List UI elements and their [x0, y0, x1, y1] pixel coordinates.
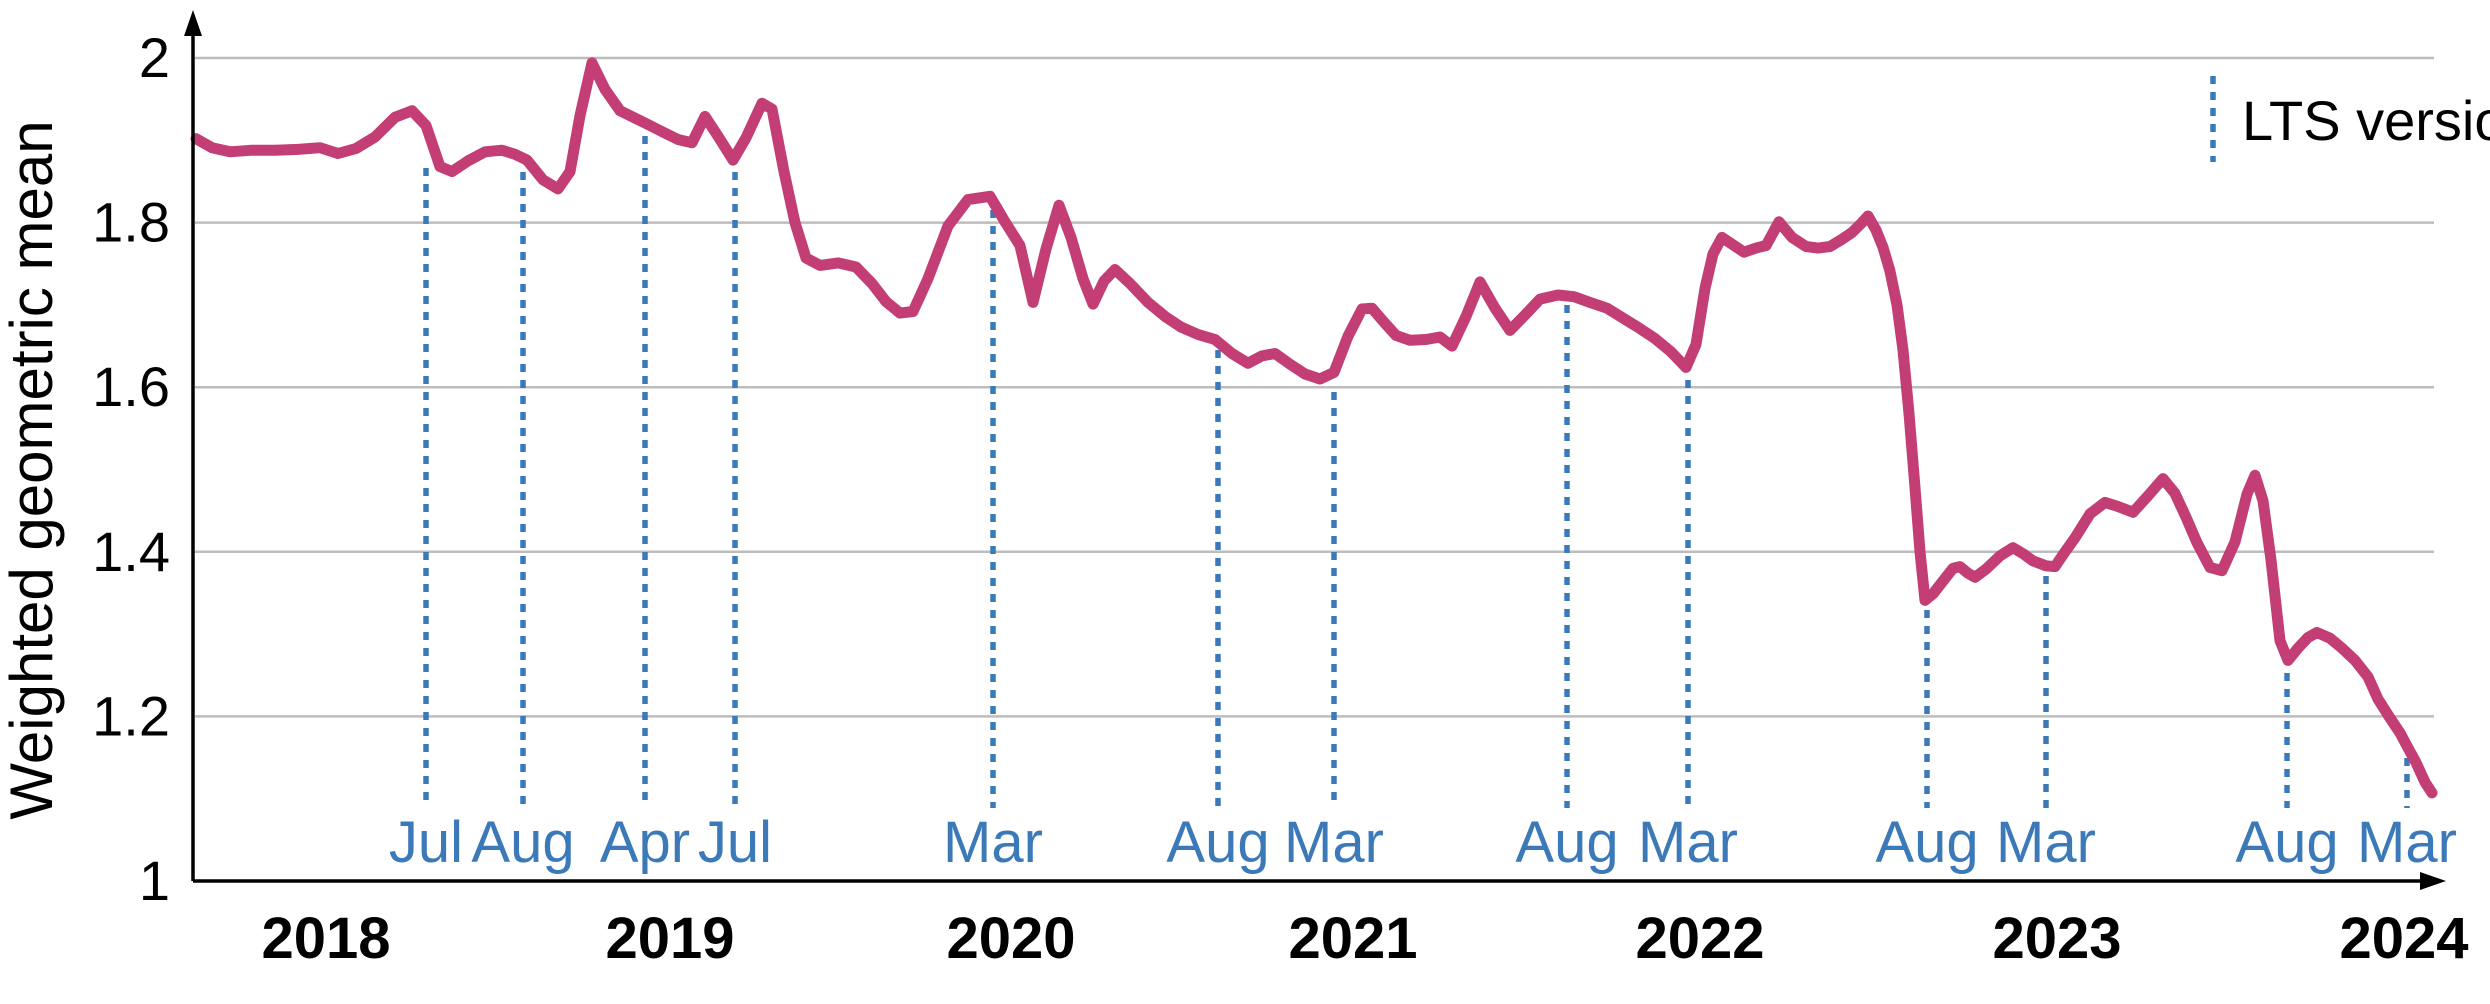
y-tick-label: 1.4: [92, 520, 170, 583]
y-axis-title: Weighted geometric mean: [0, 120, 65, 819]
lts-month-label: Aug: [471, 810, 574, 875]
lts-month-label: Apr: [600, 810, 690, 875]
x-tick-label: 2020: [946, 906, 1075, 971]
series-line: [190, 57, 2438, 799]
lts-month-label: Aug: [1515, 810, 1618, 875]
axes: [184, 10, 2446, 890]
y-tick-label: 1.8: [92, 191, 170, 254]
x-tick-label: 2019: [605, 906, 734, 971]
lts-month-label: Aug: [2235, 810, 2338, 875]
y-tick-label: 2: [139, 26, 170, 89]
legend-label: LTS version: [2242, 89, 2490, 152]
y-tick-label: 1.2: [92, 684, 170, 747]
lts-month-label: Aug: [1166, 810, 1269, 875]
y-tick-label: 1: [139, 849, 170, 912]
lts-month-label: Mar: [2357, 810, 2457, 875]
lts-marker-lines: [423, 136, 2410, 808]
lts-month-labels: Jul Aug Apr Jul Mar Aug Mar Aug Mar Aug Mar Aug Mar: [389, 810, 2457, 875]
x-tick-label: 2022: [1635, 906, 1764, 971]
y-tick-labels: 2 1.8 1.6 1.4 1.2 1: [92, 26, 170, 912]
x-axis-arrow-icon: [2420, 872, 2446, 890]
x-tick-label: 2023: [1992, 906, 2121, 971]
lts-month-label: Aug: [1875, 810, 1978, 875]
x-tick-labels: 2018 2019 2020 2021 2022 2023 2024: [261, 906, 2468, 971]
lts-month-label: Mar: [943, 810, 1043, 875]
x-tick-label: 2018: [261, 906, 390, 971]
y-axis-arrow-icon: [184, 10, 202, 36]
legend: LTS version: [2210, 76, 2490, 162]
lts-month-label: Jul: [389, 810, 463, 875]
lts-month-label: Jul: [698, 810, 772, 875]
lts-month-label: Mar: [1638, 810, 1738, 875]
lts-month-label: Mar: [1996, 810, 2096, 875]
y-tick-label: 1.6: [92, 355, 170, 418]
lts-month-label: Mar: [1284, 810, 1384, 875]
x-tick-label: 2024: [2339, 906, 2468, 971]
x-tick-label: 2021: [1288, 906, 1417, 971]
